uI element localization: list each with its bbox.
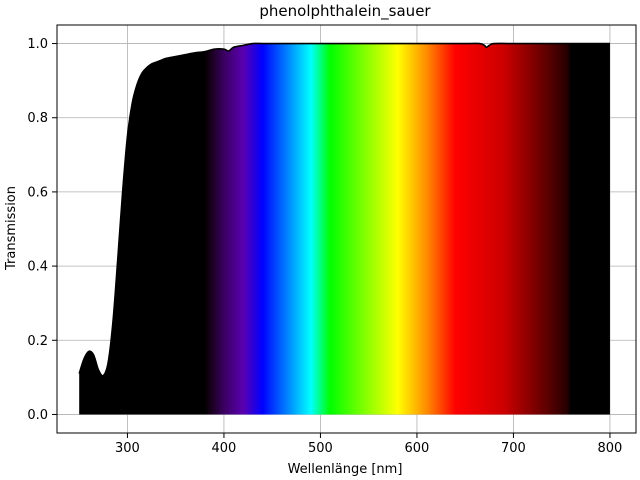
ticks: 300 400 500 600 700 800 0.0 0.2 0.4 0.6 0.8 1.0 <box>27 37 622 456</box>
x-tick-label: 700 <box>501 441 526 456</box>
x-tick-label: 600 <box>405 441 430 456</box>
chart-title: phenolphthalein_sauer <box>259 2 431 21</box>
x-axis-label: Wellenlänge [nm] <box>288 462 403 477</box>
x-tick-label: 800 <box>598 441 623 456</box>
y-tick-label: 0.0 <box>27 408 48 423</box>
y-axis-label: Transmission <box>4 186 19 271</box>
x-tick-label: 400 <box>212 441 237 456</box>
x-tick-label: 500 <box>308 441 333 456</box>
plot-area <box>78 42 610 415</box>
y-tick-label: 0.8 <box>27 111 48 126</box>
x-tick-label: 300 <box>115 441 140 456</box>
y-tick-label: 1.0 <box>27 37 48 52</box>
transmission-line <box>78 42 610 377</box>
transmission-area <box>79 43 610 415</box>
y-tick-label: 0.4 <box>27 260 48 275</box>
y-tick-label: 0.2 <box>27 334 48 349</box>
y-tick-label: 0.6 <box>27 185 48 200</box>
axes-frame <box>56 24 637 434</box>
